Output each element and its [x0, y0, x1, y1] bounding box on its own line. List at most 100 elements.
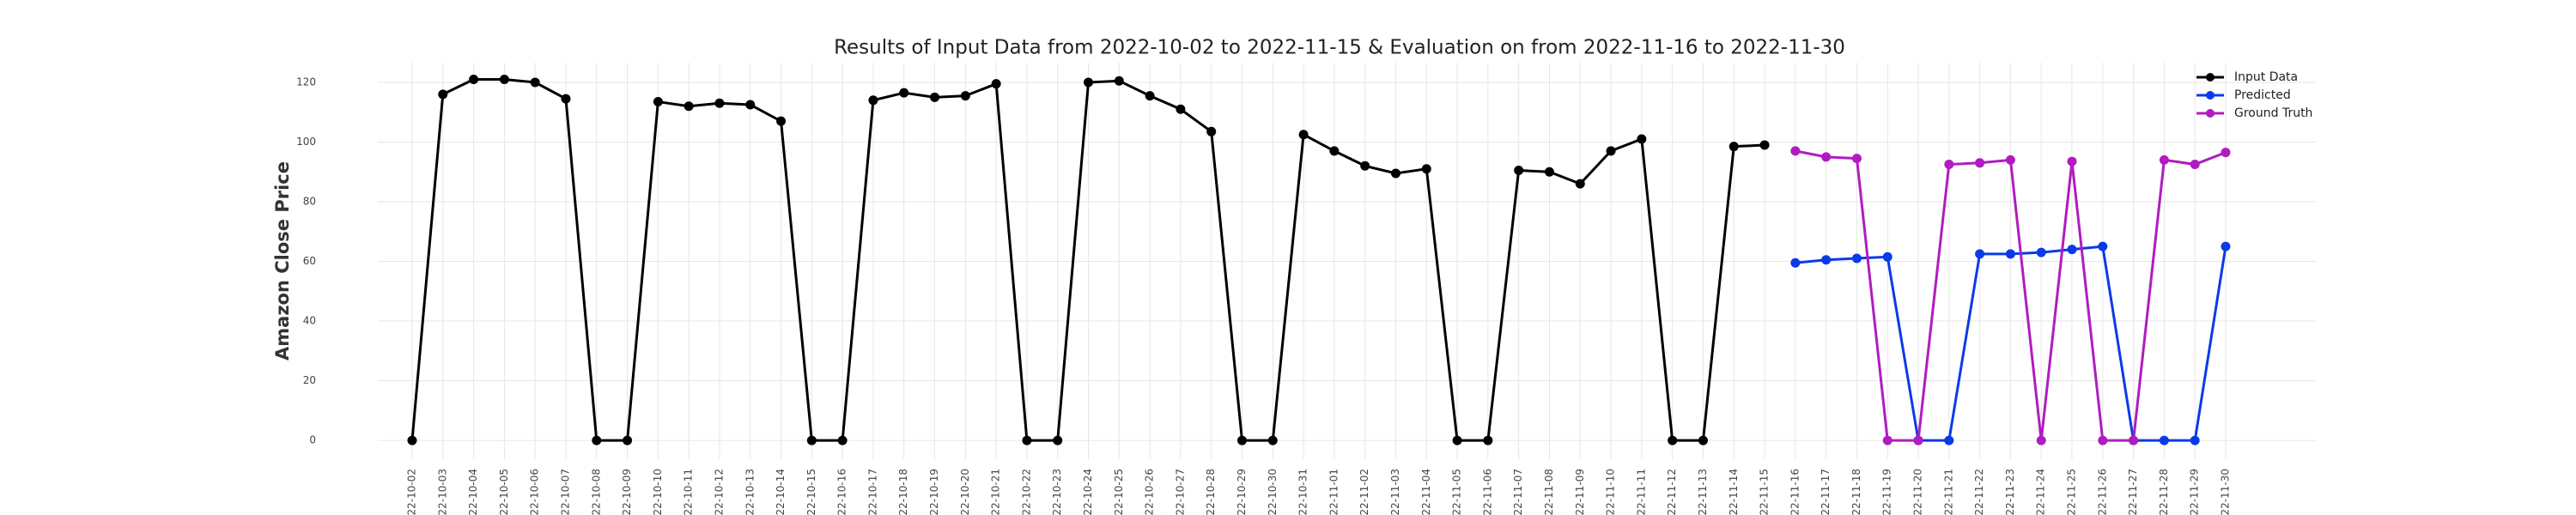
x-tick-label: 2022-11-28: [2158, 469, 2170, 515]
data-point: [1206, 126, 1217, 136]
data-point: [469, 74, 479, 84]
x-tick-label: 2022-10-07: [559, 469, 571, 515]
x-tick-label: 2022-10-04: [467, 469, 479, 515]
x-tick-label: 2022-11-22: [1973, 469, 1985, 515]
x-tick-label: 2022-10-31: [1297, 469, 1309, 515]
chart-title: Results of Input Data from 2022-10-02 to…: [834, 37, 1845, 59]
data-point: [2036, 247, 2046, 258]
legend-label: Input Data: [2234, 70, 2298, 84]
data-point: [2098, 435, 2108, 445]
y-tick-label: 60: [303, 255, 316, 267]
y-axis-label: Amazon Close Price: [272, 161, 293, 360]
data-point: [1821, 152, 1832, 162]
data-point: [623, 435, 633, 445]
data-point: [837, 435, 848, 445]
data-point: [1882, 251, 1893, 262]
data-point: [653, 97, 663, 107]
data-point: [1483, 435, 1493, 445]
x-tick-label: 2022-10-10: [652, 469, 664, 515]
y-tick-label: 80: [303, 195, 316, 207]
data-point: [1668, 435, 1678, 445]
data-point: [868, 95, 878, 106]
x-tick-label: 2022-10-21: [990, 469, 1002, 515]
x-tick-label: 2022-10-15: [805, 469, 817, 515]
data-point: [2129, 435, 2139, 445]
data-point: [1728, 142, 1739, 152]
x-tick-label: 2022-11-27: [2127, 469, 2139, 515]
x-tick-label: 2022-10-16: [836, 469, 848, 515]
data-point: [2190, 160, 2200, 170]
data-point: [2159, 154, 2169, 165]
x-tick-label: 2022-10-03: [436, 469, 448, 515]
data-point: [2005, 154, 2015, 165]
data-point: [714, 98, 725, 108]
data-point: [2221, 148, 2231, 158]
data-point: [806, 435, 817, 445]
y-tick-label: 20: [303, 374, 316, 386]
y-tick-label: 120: [296, 76, 316, 88]
x-tick-label: 2022-11-16: [1789, 469, 1801, 515]
x-tick-label: 2022-11-06: [1481, 469, 1493, 515]
data-point: [2067, 156, 2077, 167]
data-point: [1329, 146, 1340, 156]
data-point: [1022, 435, 1032, 445]
x-tick-label: 2022-11-03: [1389, 469, 1401, 515]
x-tick-label: 2022-10-26: [1144, 469, 1156, 515]
x-tick-label: 2022-11-02: [1358, 469, 1370, 515]
data-point: [1698, 435, 1708, 445]
x-tick-label: 2022-11-26: [2096, 469, 2108, 515]
data-point: [930, 92, 940, 102]
x-tick-label: 2022-11-11: [1635, 469, 1647, 515]
x-tick-label: 2022-10-20: [959, 469, 971, 515]
data-point: [1975, 158, 1985, 168]
data-point: [1084, 77, 1094, 88]
data-point: [592, 435, 602, 445]
data-point: [1145, 91, 1155, 101]
data-point: [1851, 253, 1862, 264]
data-point: [2005, 249, 2015, 259]
x-tick-label: 2022-11-18: [1850, 469, 1862, 515]
x-tick-label: 2022-11-25: [2066, 469, 2078, 515]
x-tick-label: 2022-11-08: [1543, 469, 1555, 515]
y-tick-label: 0: [309, 434, 316, 446]
data-point: [561, 94, 571, 104]
x-tick-label: 2022-10-14: [775, 469, 787, 515]
x-tick-label: 2022-10-09: [621, 469, 633, 515]
data-point: [1514, 165, 1524, 175]
data-point: [683, 101, 694, 112]
data-point: [2221, 241, 2231, 251]
x-tick-label: 2022-11-30: [2220, 469, 2232, 515]
x-tick-label: 2022-11-01: [1327, 469, 1340, 515]
data-point: [1421, 164, 1431, 174]
data-point: [776, 116, 787, 126]
data-point: [530, 77, 540, 88]
data-point: [438, 89, 448, 100]
data-point: [1176, 104, 1186, 114]
x-tick-label: 2022-11-24: [2035, 469, 2047, 515]
x-tick-label: 2022-10-25: [1113, 469, 1125, 515]
x-tick-label: 2022-10-30: [1267, 469, 1279, 515]
x-tick-label: 2022-10-27: [1174, 469, 1186, 515]
data-point: [1975, 249, 1985, 259]
x-tick-label: 2022-10-22: [1020, 469, 1032, 515]
legend-marker: [2206, 73, 2215, 82]
x-tick-label: 2022-10-19: [928, 469, 940, 515]
x-tick-label: 2022-11-15: [1759, 469, 1771, 515]
x-tick-label: 2022-10-05: [498, 469, 510, 515]
legend-label: Predicted: [2234, 88, 2291, 102]
x-tick-label: 2022-10-28: [1205, 469, 1217, 515]
x-tick-label: 2022-11-19: [1881, 469, 1893, 515]
x-tick-label: 2022-11-05: [1451, 469, 1463, 515]
data-point: [2159, 435, 2169, 445]
data-point: [1544, 167, 1554, 177]
x-tick-label: 2022-10-08: [590, 469, 602, 515]
x-tick-label: 2022-10-23: [1051, 469, 1063, 515]
data-point: [1851, 154, 1862, 164]
data-point: [1298, 130, 1309, 140]
x-tick-label: 2022-10-29: [1236, 469, 1248, 515]
data-point: [499, 74, 509, 84]
data-point: [2190, 435, 2200, 445]
x-tick-label: 2022-10-24: [1082, 469, 1094, 515]
x-tick-label: 2022-10-12: [713, 469, 725, 515]
